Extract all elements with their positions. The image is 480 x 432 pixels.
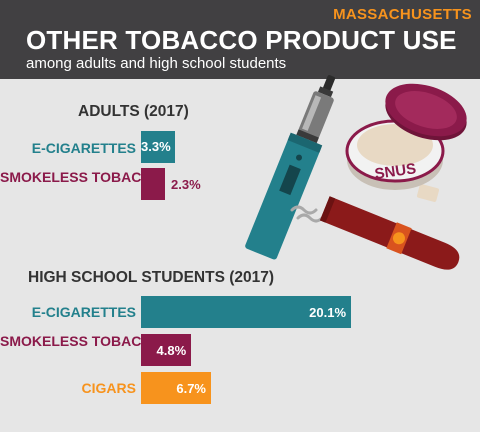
adults-ecig-bar (141, 131, 176, 163)
page-title: OTHER TOBACCO PRODUCT USE (26, 25, 457, 55)
hs-ecig-value: 20.1% (309, 305, 347, 320)
hs-cigars-value: 6.7% (176, 381, 206, 396)
header-banner: MASSACHUSETTS OTHER TOBACCO PRODUCT USE … (0, 0, 480, 79)
snus-tin-icon (345, 83, 467, 202)
snus-label: SNUS (374, 160, 418, 183)
adults-ecig-value: 3.3% (141, 139, 171, 154)
hs-cigars-label: CIGARS (81, 380, 136, 396)
cigar-icon (319, 196, 460, 270)
adults-smokeless-label: SMOKELESS TOBACCO (0, 169, 163, 185)
hs-ecig-label: E-CIGARETTES (31, 304, 136, 320)
hs-ecig-bar (141, 296, 352, 328)
adults-smokeless-bar (141, 168, 166, 200)
page-subtitle: among adults and high school students (26, 55, 287, 72)
hs-cigars-bar (141, 372, 211, 404)
adults-section-title: ADULTS (2017) (78, 103, 189, 120)
hs-smokeless-label: SMOKELESS TOBACCO (0, 333, 163, 349)
adults-smokeless-value: 2.3% (171, 177, 201, 192)
hs-smokeless-value: 4.8% (156, 343, 187, 358)
hs-smokeless-bar (141, 334, 192, 366)
state-label: MASSACHUSETTS (333, 6, 472, 23)
highschool-section-title: HIGH SCHOOL STUDENTS (2017) (28, 269, 275, 286)
smoke-icon (290, 205, 324, 223)
e-cigarette-icon (245, 75, 336, 260)
adults-ecig-label: E-CIGARETTES (31, 140, 136, 156)
